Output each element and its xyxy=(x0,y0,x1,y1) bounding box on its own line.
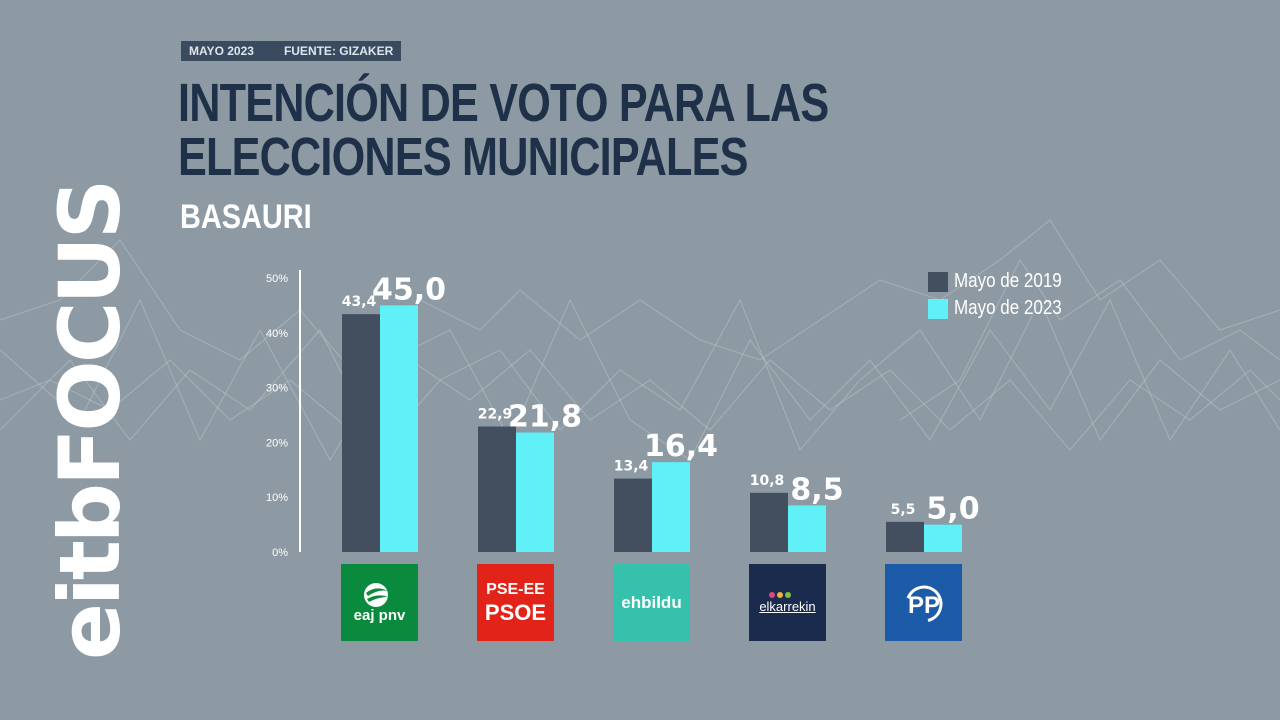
bar-2023 xyxy=(516,432,554,552)
pp-logo-text: PP xyxy=(907,592,939,619)
party-logo-bildu: ehbildu xyxy=(613,564,690,641)
legend-swatch-2019 xyxy=(928,271,948,292)
y-tick-label: 20% xyxy=(266,437,288,449)
bar-2023 xyxy=(924,524,962,552)
header-tag-bar: MAYO 2023 FUENTE: GIZAKER xyxy=(181,41,402,61)
data-label-2019: 13,4 xyxy=(614,459,649,475)
bar-2023 xyxy=(788,505,826,552)
bar-2019 xyxy=(478,426,516,552)
bildu-logo-text: ehbildu xyxy=(621,592,682,612)
psoe-logo-line2: PSOE xyxy=(484,599,547,625)
report-date: MAYO 2023 xyxy=(189,44,254,58)
pnv-logo-text: eaj pnv xyxy=(353,606,406,624)
chart-title: INTENCIÓN DE VOTO PARA LAS ELECCIONES MU… xyxy=(178,73,829,187)
data-label-2019: 22,9 xyxy=(478,407,513,423)
y-tick-label: 10% xyxy=(266,492,288,504)
data-label-2023: 8,5 xyxy=(790,472,843,507)
data-label-2023: 45,0 xyxy=(372,272,446,307)
bar-2019 xyxy=(886,521,924,552)
data-label-2019: 43,4 xyxy=(342,294,377,310)
y-tick-label: 50% xyxy=(266,273,288,285)
chart-legend: Mayo de 2019 Mayo de 2023 xyxy=(928,268,1081,322)
data-label-2019: 5,5 xyxy=(891,502,916,518)
data-label-2019: 10,8 xyxy=(750,473,785,489)
bar-2019 xyxy=(342,314,380,552)
legend-swatch-2023 xyxy=(928,298,948,319)
party-logo-psoe: PSE-EE PSOE xyxy=(477,564,554,641)
data-label-2023: 21,8 xyxy=(508,400,582,435)
party-logo-pnv: eaj pnv xyxy=(341,564,418,641)
legend-item-2019: Mayo de 2019 xyxy=(928,268,1081,295)
elkarrekin-logo-text: elkarrekin xyxy=(759,599,816,614)
party-logo-pp: PP xyxy=(885,564,962,641)
bar-2023 xyxy=(652,462,690,552)
bar-2023 xyxy=(380,305,418,552)
y-tick-label: 30% xyxy=(266,383,288,395)
legend-item-2023: Mayo de 2023 xyxy=(928,295,1081,322)
legend-label-2019: Mayo de 2019 xyxy=(954,270,1062,292)
party-logo-elkarrekin: elkarrekin xyxy=(749,564,826,641)
y-tick-label: 40% xyxy=(266,328,288,340)
report-source: FUENTE: GIZAKER xyxy=(283,44,394,58)
psoe-logo-line1: PSE-EE xyxy=(486,580,545,598)
bar-2019 xyxy=(614,478,652,552)
pp-gull-icon: PP xyxy=(905,585,942,622)
data-label-2023: 5,0 xyxy=(926,492,979,527)
bar-2019 xyxy=(750,492,788,552)
elkarrekin-dots-icon xyxy=(768,592,791,598)
y-tick-label: 0% xyxy=(272,547,288,559)
chart-subtitle: BASAURI xyxy=(180,198,312,236)
pnv-emblem-icon xyxy=(363,582,388,607)
data-label-2023: 16,4 xyxy=(644,429,718,464)
legend-label-2023: Mayo de 2023 xyxy=(954,297,1062,319)
